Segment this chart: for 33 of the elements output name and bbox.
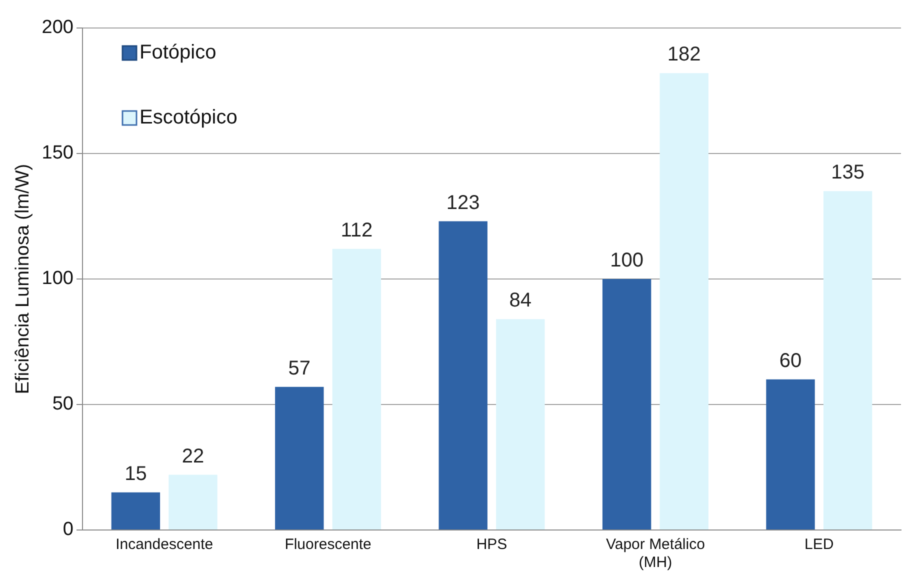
- y-tick-label: 200: [42, 17, 74, 38]
- y-tick-label: 100: [42, 268, 74, 290]
- data-label: 182: [667, 44, 701, 66]
- x-tick-label: LED: [804, 536, 834, 554]
- bar: [332, 248, 382, 530]
- y-tick-label: 150: [42, 142, 74, 164]
- y-tick-label: 0: [62, 519, 74, 540]
- bar: [275, 386, 324, 530]
- bar: [602, 279, 652, 530]
- data-label: 123: [446, 192, 480, 214]
- bar: [660, 73, 708, 530]
- data-label: 112: [340, 219, 373, 242]
- data-label: 60: [779, 350, 802, 372]
- data-label: 100: [610, 250, 644, 272]
- legend-label: Fotópico: [140, 42, 216, 64]
- legend-label: Escotópico: [140, 106, 238, 129]
- bar: [438, 221, 488, 530]
- bar: [496, 319, 545, 530]
- data-label: 15: [124, 462, 147, 485]
- data-label: 84: [509, 290, 532, 312]
- data-label: 22: [182, 445, 204, 468]
- x-tick-label: Vapor Metálico (MH): [606, 536, 705, 572]
- y-axis-title: Eficiência Luminosa (lm/W): [12, 164, 34, 394]
- x-tick-label: Incandescente: [116, 536, 214, 554]
- data-label: 57: [288, 357, 311, 380]
- bar: [168, 474, 218, 530]
- x-tick-label: HPS: [476, 536, 508, 554]
- data-label: 135: [831, 162, 864, 184]
- bar: [766, 379, 815, 530]
- bar: [111, 492, 160, 530]
- bar: [823, 191, 872, 530]
- y-tick-label: 50: [52, 394, 74, 415]
- x-tick-label: Fluorescente: [284, 536, 372, 554]
